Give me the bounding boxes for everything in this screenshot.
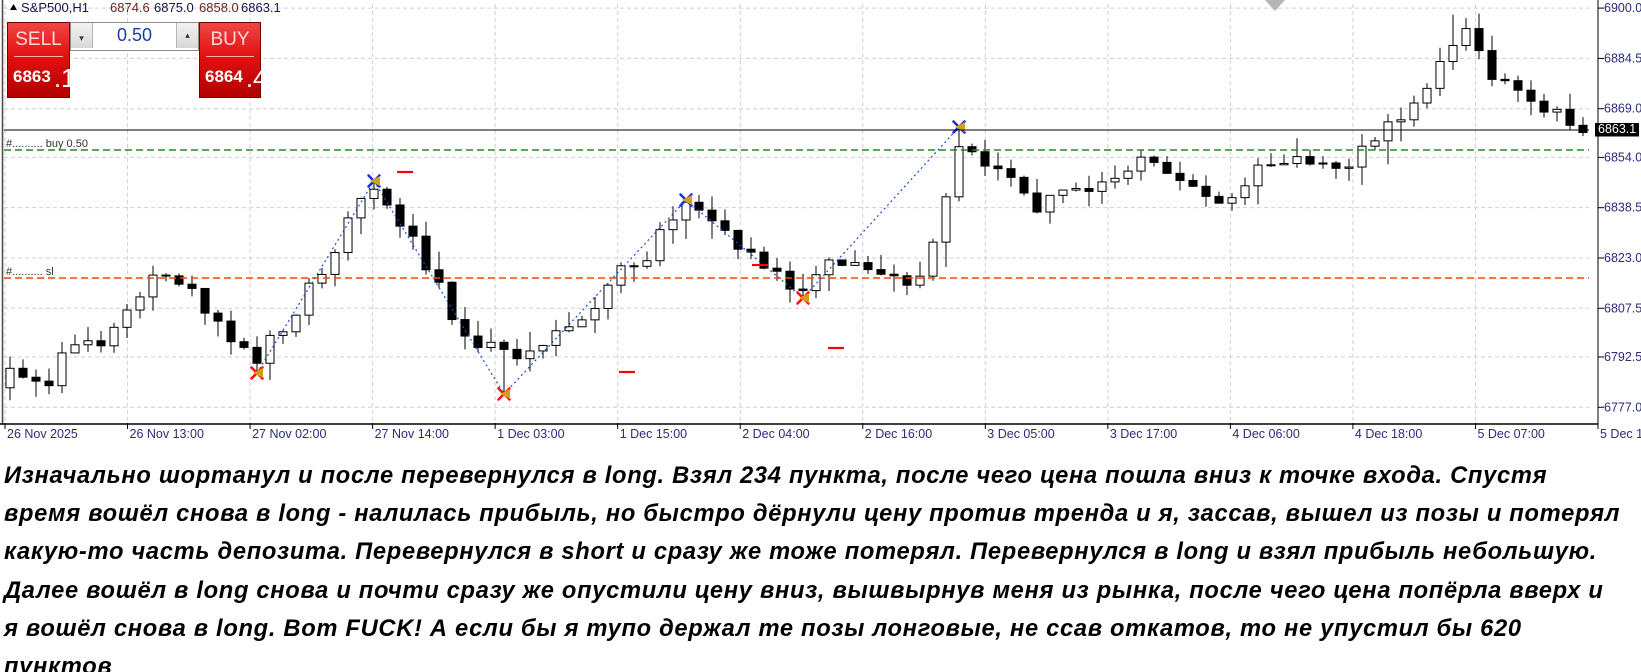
svg-text:6900.0: 6900.0 bbox=[1604, 1, 1641, 15]
svg-text:5 Dec 19:00: 5 Dec 19:00 bbox=[1600, 427, 1641, 441]
svg-text:6854.0: 6854.0 bbox=[1604, 150, 1641, 164]
svg-text:2 Dec 16:00: 2 Dec 16:00 bbox=[865, 427, 932, 441]
svg-text:6863.1: 6863.1 bbox=[241, 0, 281, 15]
svg-text:5 Dec 07:00: 5 Dec 07:00 bbox=[1477, 427, 1544, 441]
svg-text:26 Nov 2025: 26 Nov 2025 bbox=[7, 427, 78, 441]
svg-text:S&P500,H1: S&P500,H1 bbox=[21, 0, 89, 15]
svg-text:26 Nov 13:00: 26 Nov 13:00 bbox=[130, 427, 204, 441]
svg-text:6823.0: 6823.0 bbox=[1604, 251, 1641, 265]
svg-text:3 Dec 17:00: 3 Dec 17:00 bbox=[1110, 427, 1177, 441]
svg-text:6807.5: 6807.5 bbox=[1604, 301, 1641, 315]
svg-text:6875.0: 6875.0 bbox=[154, 0, 194, 15]
svg-text:3 Dec 05:00: 3 Dec 05:00 bbox=[987, 427, 1054, 441]
svg-text:6792.5: 6792.5 bbox=[1604, 350, 1641, 364]
svg-text:6874.6: 6874.6 bbox=[110, 0, 150, 15]
svg-text:1 Dec 15:00: 1 Dec 15:00 bbox=[620, 427, 687, 441]
svg-text:27 Nov 02:00: 27 Nov 02:00 bbox=[252, 427, 326, 441]
svg-text:4 Dec 06:00: 4 Dec 06:00 bbox=[1232, 427, 1299, 441]
svg-text:4 Dec 18:00: 4 Dec 18:00 bbox=[1355, 427, 1422, 441]
svg-text:6777.0: 6777.0 bbox=[1604, 400, 1641, 414]
svg-text:#.......... sl: #.......... sl bbox=[6, 266, 54, 278]
svg-text:27 Nov 14:00: 27 Nov 14:00 bbox=[375, 427, 449, 441]
svg-text:2 Dec 04:00: 2 Dec 04:00 bbox=[742, 427, 809, 441]
svg-text:#.......... buy 0.50: #.......... buy 0.50 bbox=[6, 138, 88, 150]
svg-text:1 Dec 03:00: 1 Dec 03:00 bbox=[497, 427, 564, 441]
svg-text:6858.0: 6858.0 bbox=[199, 0, 239, 15]
svg-text:6838.5: 6838.5 bbox=[1604, 201, 1641, 215]
svg-text:6884.5: 6884.5 bbox=[1604, 51, 1641, 65]
svg-text:6863.1: 6863.1 bbox=[1598, 122, 1636, 136]
svg-text:6869.0: 6869.0 bbox=[1604, 102, 1641, 116]
